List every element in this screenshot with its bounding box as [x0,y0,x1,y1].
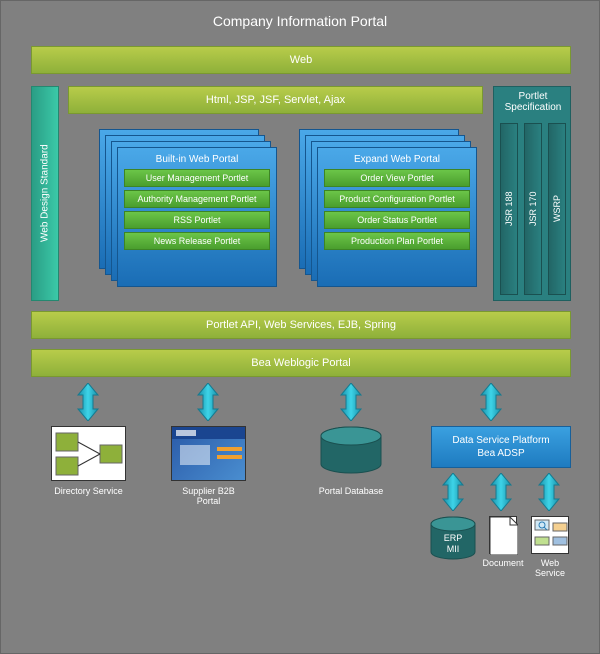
directory-service-icon [51,426,126,481]
api-layer: Portlet API, Web Services, EJB, Spring [31,311,571,339]
portlet-spec-box: Portlet Specification JSR 188 JSR 170 WS… [493,86,571,301]
portlet-item: Authority Management Portlet [124,190,270,208]
spec-bar: JSR 188 [500,123,518,295]
database-icon [319,426,383,479]
svg-text:MII: MII [447,544,460,554]
bea-layer: Bea Weblogic Portal [31,349,571,377]
directory-label: Directory Service [41,486,136,496]
spec-bar: JSR 170 [524,123,542,295]
tech-layer: Html, JSP, JSF, Servlet, Ajax [68,86,483,114]
arrow-icon [489,473,513,511]
arrow-icon [537,473,561,511]
erp-icon: ERPMII [429,516,477,565]
arrow-icon [479,383,503,421]
main-title: Company Information Portal [1,1,599,37]
spec-bar: WSRP [548,123,566,295]
portlet-item: Order Status Portlet [324,211,470,229]
portlet-item: RSS Portlet [124,211,270,229]
web-design-standard: Web Design Standard [31,86,59,301]
svg-text:ERP: ERP [444,533,463,543]
arrow-icon [339,383,363,421]
portlet-item: News Release Portlet [124,232,270,250]
portlet-item: User Management Portlet [124,169,270,187]
builtin-title: Built-in Web Portal [118,154,276,165]
web-layer: Web [31,46,571,74]
b2b-label: Supplier B2B Portal [166,486,251,506]
portlet-spec-title: Portlet Specification [494,91,572,113]
arrow-icon [196,383,220,421]
arrow-icon [76,383,100,421]
portlet-item: Product Configuration Portlet [324,190,470,208]
expand-title: Expand Web Portal [318,154,476,165]
doc-label: Document [479,558,527,568]
portlet-item: Production Plan Portlet [324,232,470,250]
portlet-item: Order View Portlet [324,169,470,187]
db-label: Portal Database [301,486,401,496]
document-icon [489,516,517,554]
ws-label: Web Service [525,558,575,578]
webservice-icon [531,516,569,554]
arrow-icon [441,473,465,511]
diagram-canvas: Company Information Portal Web Web Desig… [0,0,600,654]
dsp-box: Data Service Platform Bea ADSP [431,426,571,468]
b2b-icon [171,426,246,481]
